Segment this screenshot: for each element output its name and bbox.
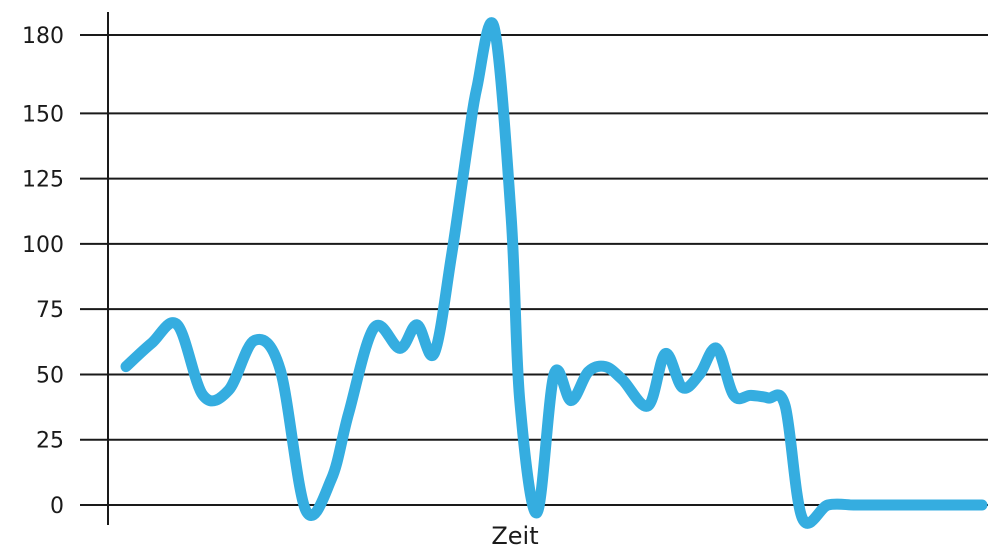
y-tick-label-125: 125 — [22, 168, 64, 193]
y-tick-label-25: 25 — [36, 429, 64, 454]
y-tick-label-150: 150 — [22, 102, 64, 127]
y-tick-label-180: 180 — [22, 24, 64, 49]
grid-lines — [80, 34, 988, 506]
y-tick-label-50: 50 — [36, 363, 64, 388]
y-tick-label-75: 75 — [36, 298, 64, 323]
y-tick-label-100: 100 — [22, 233, 64, 258]
y-axis-ticks: 0 25 50 75 100 125 150 180 — [22, 24, 64, 519]
y-tick-label-0: 0 — [50, 494, 64, 519]
series-line — [120, 17, 988, 529]
x-axis-title: Zeit — [491, 522, 538, 549]
